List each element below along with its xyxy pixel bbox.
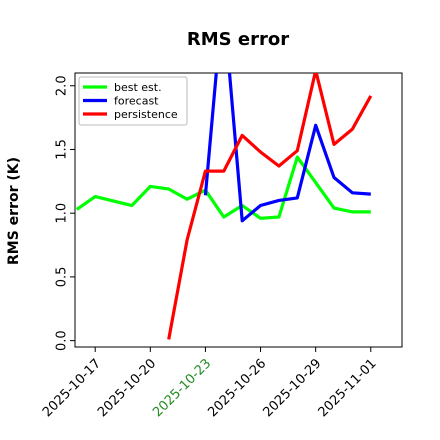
legend-label: persistence — [114, 108, 178, 121]
x-tick-label: 2025-10-23 — [150, 356, 214, 420]
series-layer — [75, 73, 373, 340]
chart-title: RMS error — [187, 29, 289, 50]
x-tick-label: 2025-10-20 — [95, 356, 159, 420]
y-tick-label: 0.0 — [55, 330, 70, 351]
legend-label: best est. — [114, 81, 162, 94]
y-tick-label: 2.0 — [55, 75, 70, 96]
x-tick-label: 2025-11-01 — [316, 356, 380, 420]
series-line-forecast — [203, 73, 371, 223]
series-line-best-est — [75, 155, 371, 220]
y-tick-label: 0.5 — [55, 267, 70, 288]
x-tick-label: 2025-10-17 — [40, 356, 104, 420]
x-axis: 2025-10-172025-10-202025-10-232025-10-26… — [40, 347, 380, 420]
y-tick-label: 1.0 — [55, 203, 70, 224]
y-axis-label: RMS error (K) — [6, 157, 22, 265]
x-tick-label: 2025-10-29 — [260, 356, 324, 420]
plot-frame — [74, 72, 403, 348]
series-line-persistence — [167, 73, 373, 340]
y-axis: 0.0 0.5 1.0 1.5 2.0 — [55, 75, 75, 351]
x-tick-label: 2025-10-26 — [205, 356, 269, 420]
legend-label: forecast — [114, 94, 159, 107]
y-tick-label: 1.5 — [55, 139, 70, 160]
